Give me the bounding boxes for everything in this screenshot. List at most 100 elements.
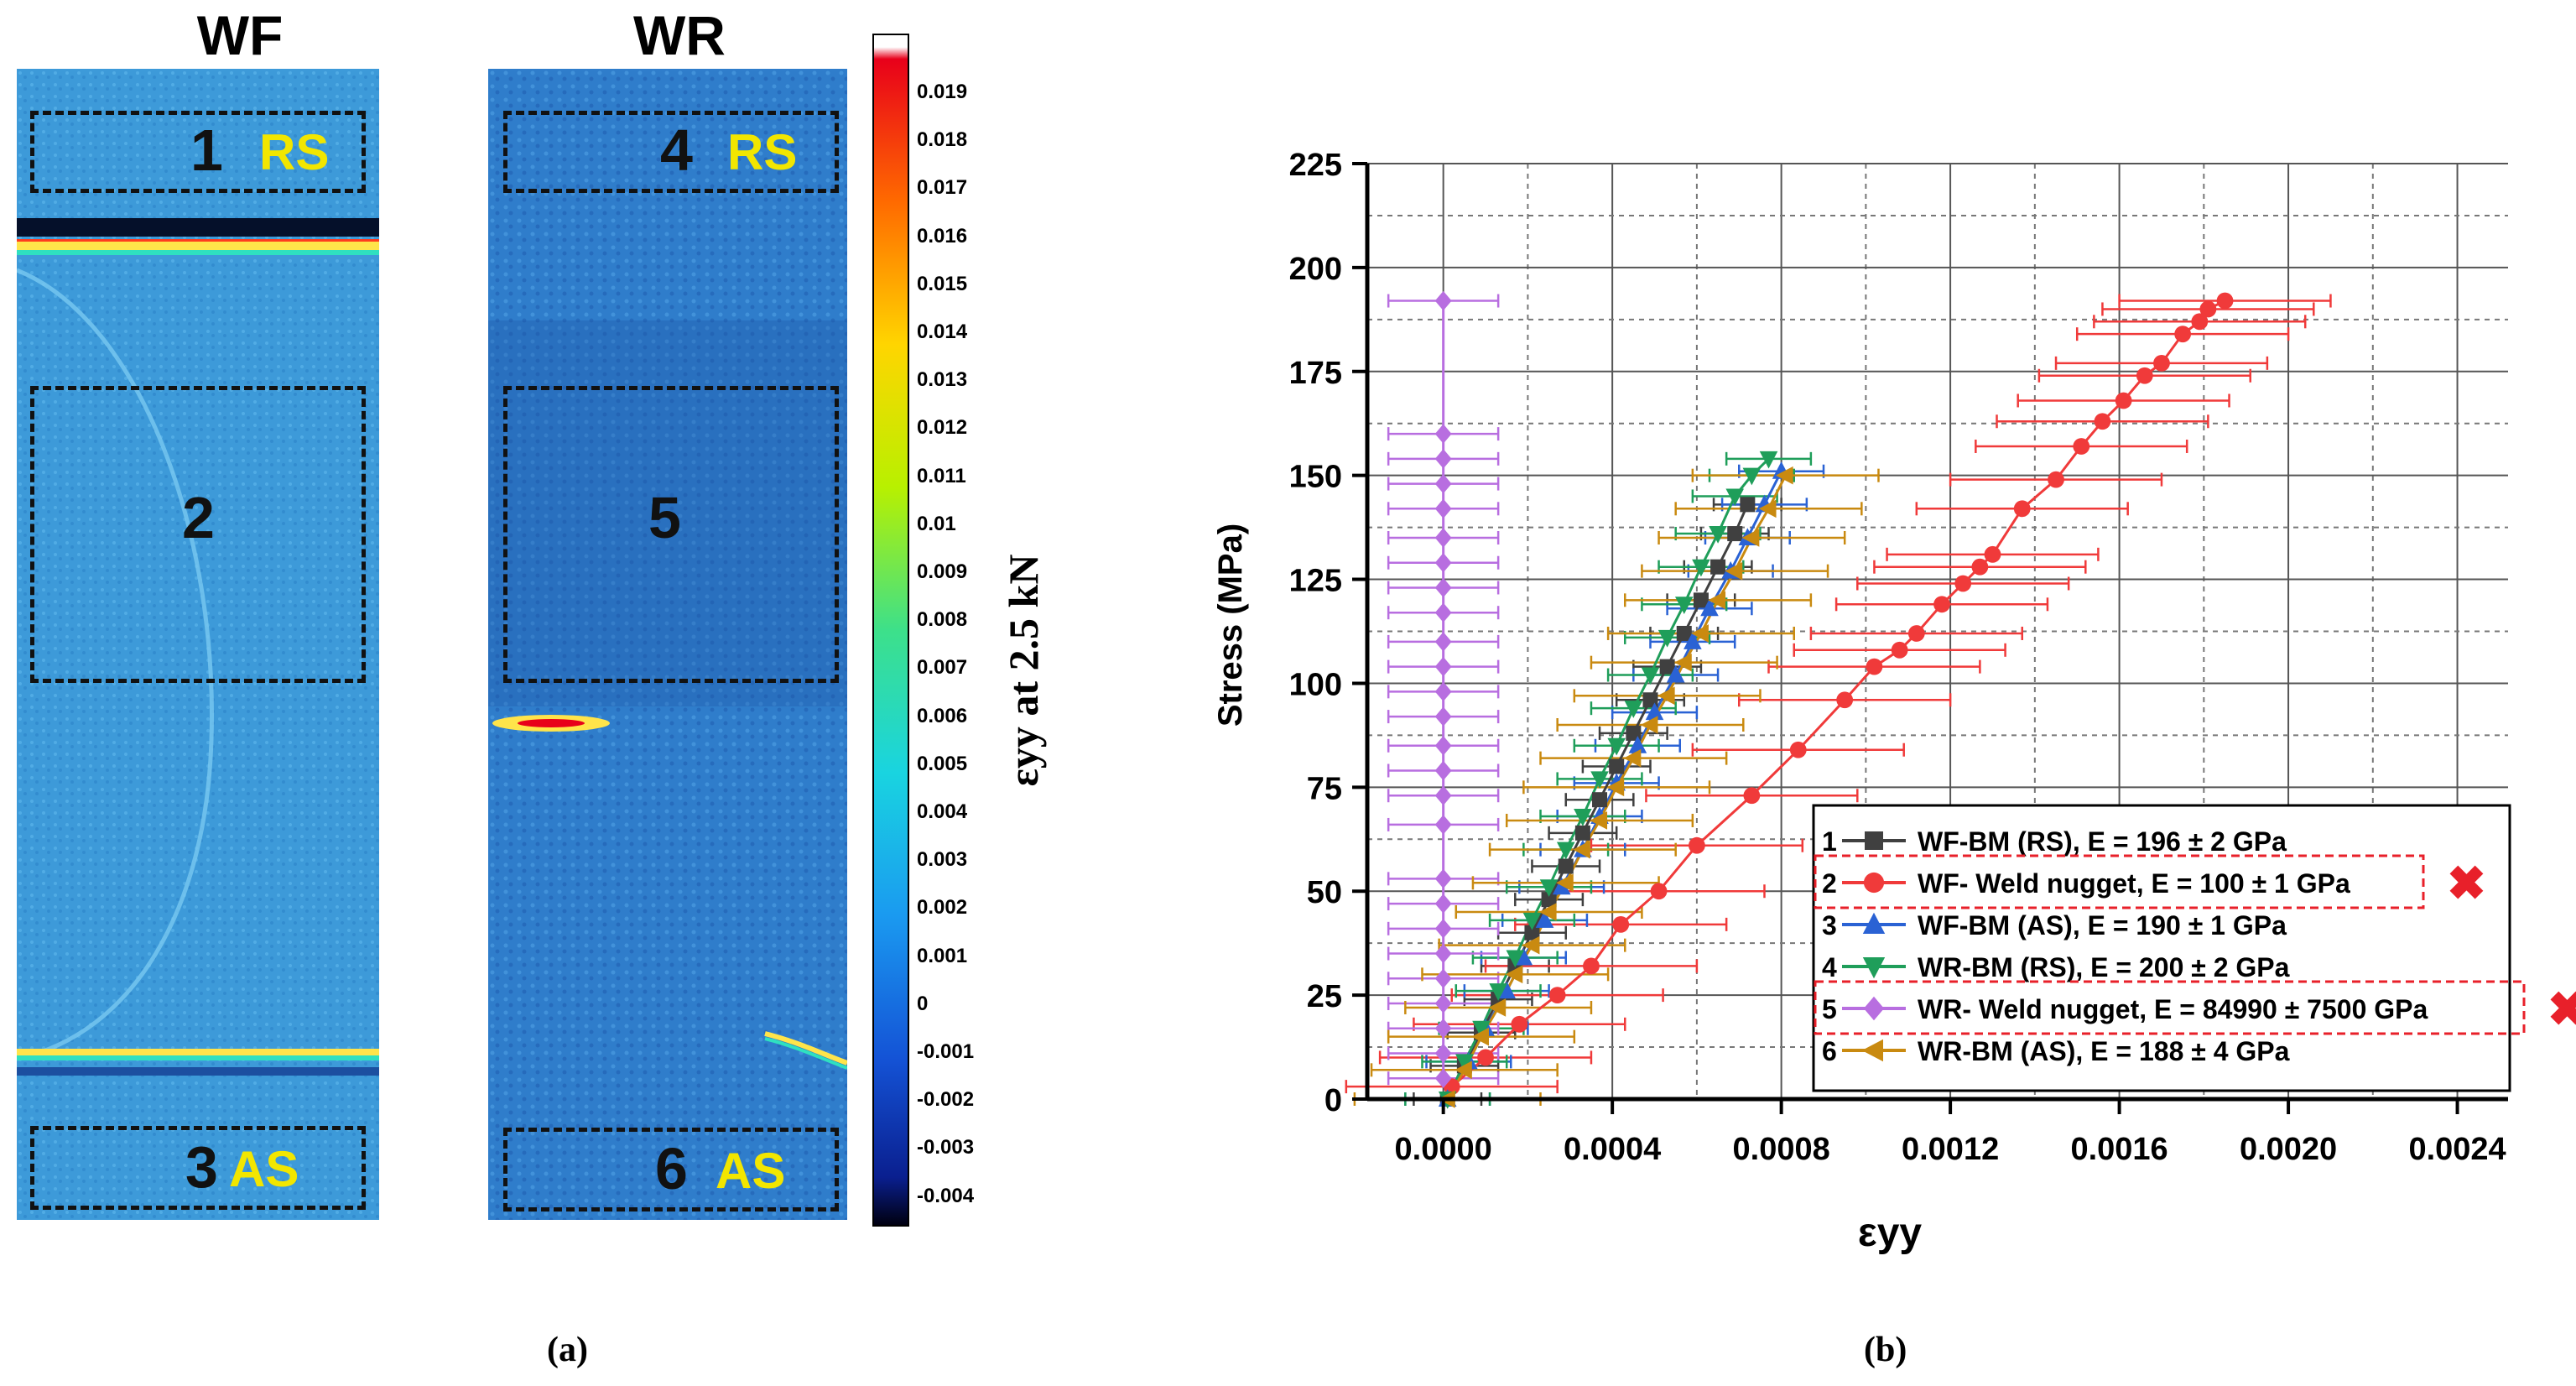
data-point <box>1708 591 1726 610</box>
colorbar-tick-label: 0.007 <box>917 656 968 680</box>
roi-4-number: 4 <box>660 117 693 183</box>
data-point <box>1434 449 1452 469</box>
data-point <box>1700 598 1719 617</box>
y-tick-label: 125 <box>1289 564 1342 599</box>
data-point <box>1434 528 1452 548</box>
data-point <box>1552 877 1571 895</box>
data-point <box>1434 473 1452 494</box>
data-point <box>1725 561 1743 581</box>
data-point <box>2153 354 2170 372</box>
data-point <box>1789 741 1807 758</box>
data-point <box>1641 667 1660 685</box>
data-point <box>1684 632 1702 649</box>
data-point <box>2073 438 2090 455</box>
x-tick-label: 0.0004 <box>1564 1132 1661 1167</box>
data-point <box>1612 915 1630 933</box>
data-point <box>1650 883 1668 900</box>
colorbar-tick-label: 0 <box>917 992 929 1015</box>
data-point <box>1743 787 1761 805</box>
data-point <box>2136 367 2153 384</box>
data-point <box>1863 996 1885 1021</box>
legend-index: 3 <box>1822 910 1837 940</box>
roi-2-number: 2 <box>182 485 215 550</box>
roi-5-number: 5 <box>648 485 681 550</box>
data-point <box>1556 873 1574 893</box>
legend-index: 5 <box>1822 994 1837 1024</box>
data-point <box>1692 559 1710 577</box>
legend-label: WR- Weld nugget, E = 84990 ± 7500 GPa <box>1918 994 2428 1024</box>
data-point <box>1688 836 1705 854</box>
legend-box <box>1812 804 2511 1092</box>
data-point <box>1434 1043 1452 1064</box>
data-point <box>1836 691 1854 709</box>
roi-6: 6 AS <box>503 1128 839 1211</box>
colorbar-tick-label: 0.012 <box>917 416 968 440</box>
data-point <box>1506 950 1525 968</box>
legend-label: WF- Weld nugget, E = 100 ± 1 GPa <box>1918 868 2350 899</box>
roi-1-side: RS <box>259 124 330 180</box>
y-tick-label: 200 <box>1289 252 1342 287</box>
data-point <box>1434 968 1452 988</box>
excluded-x-mark: ✖ <box>2447 857 2486 909</box>
data-point <box>1434 706 1452 727</box>
excluded-x-mark: ✖ <box>2547 982 2576 1035</box>
colorbar-tick-label: 0.016 <box>917 224 968 248</box>
data-point <box>1573 840 1590 859</box>
x-tick-label: 0.0012 <box>1902 1132 1999 1167</box>
colorbar-tick-label: 0.014 <box>917 320 968 343</box>
y-axis-label: Stress (MPa) <box>1217 524 1249 727</box>
data-point <box>1472 1020 1491 1039</box>
data-point <box>1624 701 1643 718</box>
panel-a-label: (a) <box>547 1331 588 1369</box>
data-point <box>1583 957 1600 975</box>
x-tick-label: 0.0020 <box>2240 1132 2337 1167</box>
legend-index: 1 <box>1822 826 1837 857</box>
data-point <box>1455 1054 1474 1072</box>
data-point <box>1740 497 1756 513</box>
data-point <box>1522 935 1540 955</box>
colorbar-tick-label: 0.017 <box>917 176 968 200</box>
data-point <box>1659 659 1675 675</box>
chart-legend: 1 WF-BM (RS), E = 196 ± 2 GPa 2 WF- Weld nu… <box>1812 804 2576 1092</box>
data-point <box>1488 998 1507 1017</box>
data-point <box>1538 903 1557 921</box>
data-point <box>1541 892 1557 908</box>
roi-3: 3 AS <box>30 1126 366 1210</box>
data-point <box>1865 831 1883 850</box>
data-point <box>1434 577 1452 598</box>
y-tick-label: 225 <box>1289 148 1342 183</box>
data-point <box>1574 809 1592 826</box>
roi-4-side: RS <box>727 124 798 180</box>
y-tick-label: 175 <box>1289 356 1342 391</box>
data-point <box>1863 872 1885 894</box>
colorbar-tick-label: -0.004 <box>917 1184 975 1207</box>
colorbar-tick-label: 0.005 <box>917 752 968 775</box>
data-point <box>1558 858 1574 874</box>
data-point <box>1434 1068 1452 1088</box>
y-tick-label: 0 <box>1324 1083 1342 1118</box>
data-point <box>1548 987 1566 1004</box>
data-point <box>1891 641 1908 659</box>
data-point <box>1434 943 1452 964</box>
wr-map-title: WR <box>633 4 726 66</box>
data-point <box>1505 965 1523 984</box>
wr-strain-map: 4 RS 5 6 AS <box>488 69 847 1220</box>
roi-3-side: AS <box>229 1141 299 1197</box>
data-point <box>1455 1060 1472 1080</box>
data-point <box>1742 467 1762 486</box>
data-point <box>1666 664 1685 683</box>
data-point <box>1434 681 1452 702</box>
data-point <box>1674 597 1694 614</box>
data-point <box>1434 553 1452 573</box>
data-point <box>1556 842 1575 860</box>
x-tick-label: 0.0016 <box>2070 1132 2167 1167</box>
colorbar-tick-label: 0.013 <box>917 368 968 392</box>
colorbar-tick-label: 0.008 <box>917 608 968 632</box>
data-point <box>1775 466 1793 485</box>
roi-3-number: 3 <box>185 1134 218 1200</box>
y-tick-label: 25 <box>1307 979 1342 1014</box>
data-point <box>1434 868 1452 889</box>
wr-strain-field <box>488 69 847 1220</box>
data-point <box>1759 451 1778 469</box>
data-point <box>1657 686 1675 706</box>
